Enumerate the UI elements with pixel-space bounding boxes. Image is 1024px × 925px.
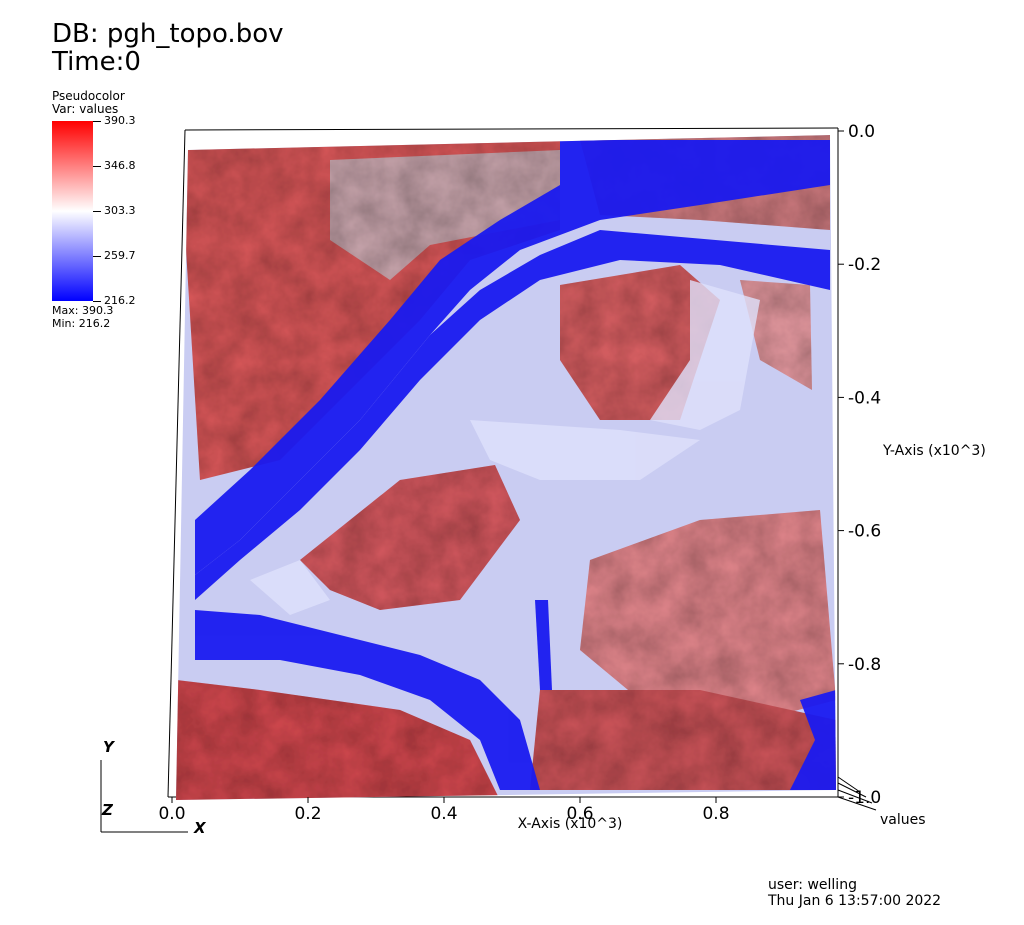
floodplain xyxy=(250,280,760,615)
colorbar-tick-label: 216.2 xyxy=(104,294,136,307)
x-tick-label: 0.2 xyxy=(294,804,321,824)
user-label: user: welling xyxy=(768,877,857,893)
y-axis-label: Y-Axis (x10^3) xyxy=(882,443,986,459)
triad-x-label: X xyxy=(193,819,207,837)
y-tick-label: 0.0 xyxy=(848,122,875,142)
x-axis: 0.0 0.2 0.4 0.6 0.8 xyxy=(158,797,730,824)
y-axis: 0.0-0.2-0.4-0.6-0.8-1.0 xyxy=(838,122,881,808)
colorbar xyxy=(52,121,93,301)
x-tick-label: 0.6 xyxy=(566,804,593,824)
x-tick-label: 0.8 xyxy=(702,804,729,824)
colorbar-tick-label: 259.7 xyxy=(104,249,136,262)
colorbar-tick-mark xyxy=(93,121,101,122)
terrain-surface xyxy=(176,135,836,800)
legend-variable: Var: values xyxy=(52,102,119,116)
colorbar-tick-mark xyxy=(93,301,101,302)
y-tick-label: -0.4 xyxy=(848,388,881,408)
orientation-triad: Y Z X xyxy=(100,738,207,837)
colorbar-tick-mark xyxy=(93,256,101,257)
colorbar-tick-label: 390.3 xyxy=(104,114,136,127)
x-tick-label: 0.0 xyxy=(158,804,185,824)
colorbar-gradient xyxy=(52,121,93,301)
z-axis-label: values xyxy=(880,812,926,828)
x-axis-label: X-Axis (x10^3) xyxy=(518,816,623,832)
legend-max: Max: 390.3 xyxy=(52,304,114,317)
z-axis-ticks xyxy=(837,776,877,811)
y-tick-label: -0.6 xyxy=(848,522,881,542)
time-label: Time:0 xyxy=(52,47,141,77)
rivers xyxy=(195,140,836,790)
colorbar-tick-label: 303.3 xyxy=(104,204,136,217)
legend-plot-type: Pseudocolor xyxy=(52,89,125,103)
legend-min: Min: 216.2 xyxy=(52,317,111,330)
colorbar-tick-mark xyxy=(93,211,101,212)
x-tick-label: 0.4 xyxy=(430,804,457,824)
colorbar-tick-mark xyxy=(93,166,101,167)
y-tick-label: -0.2 xyxy=(848,255,881,275)
triad-y-label: Y xyxy=(103,738,116,756)
database-title: DB: pgh_topo.bov xyxy=(52,19,284,49)
colorbar-tick-label: 346.8 xyxy=(104,159,136,172)
y-tick-label: -0.8 xyxy=(848,655,881,675)
triad-z-label: Z xyxy=(101,801,114,819)
date-label: Thu Jan 6 13:57:00 2022 xyxy=(768,893,942,909)
